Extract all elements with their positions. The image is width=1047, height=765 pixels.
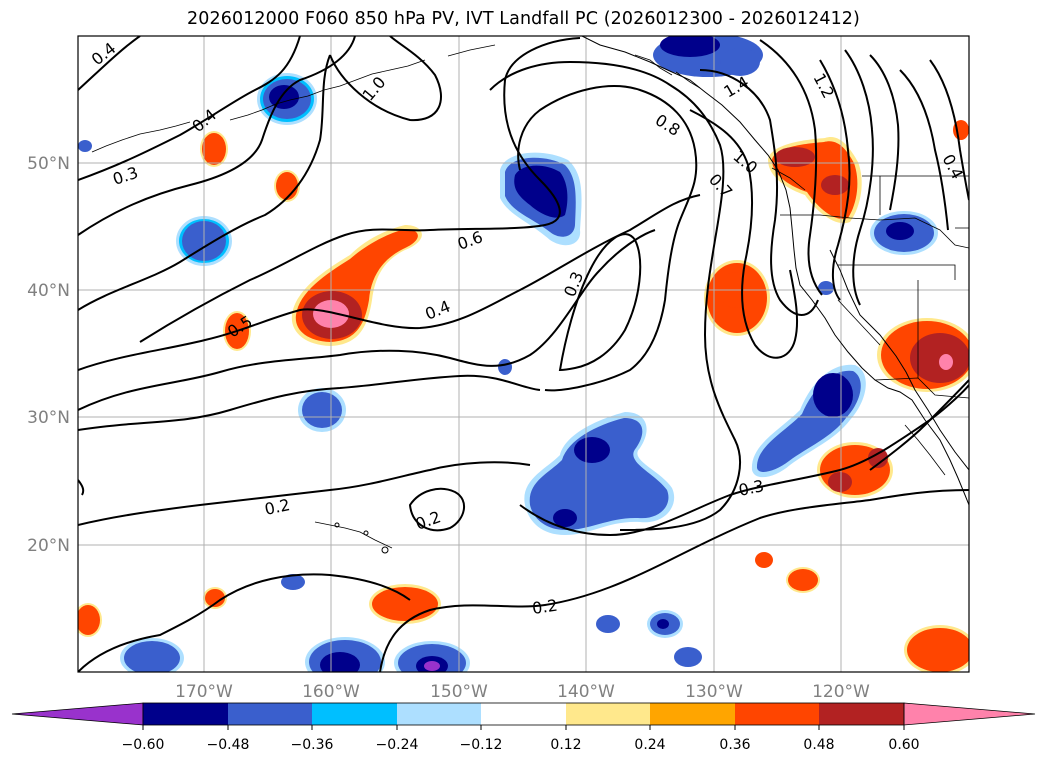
colorbar-tick-label: −0.12 [460,737,503,753]
map-frame [77,35,970,673]
colorbar-segment [312,703,397,725]
lat-tick-label: 50°N [27,154,70,174]
negative-anomaly-blob [281,574,305,590]
negative-anomaly-blob [674,647,702,667]
lat-tick-label: 20°N [27,536,70,556]
contour-label: 0.2 [531,596,559,618]
pv-contour-lines [78,36,969,672]
colorbar-segment [143,703,228,725]
colorbar: −0.60 −0.48 −0.36 −0.24 −0.12 0.12 0.24 … [11,702,1036,753]
lon-tick-label: 130°W [685,682,743,702]
lon-tick-label: 170°W [175,682,233,702]
colorbar-tick-label: −0.36 [291,737,334,753]
colorbar-tick-label: 0.36 [719,737,750,753]
colorbar-segment [397,703,481,725]
contour-label: 0.2 [263,495,292,519]
gridlines [78,36,969,672]
negative-anomaly-blob [818,281,834,295]
colorbar-segment [228,703,312,725]
colorbar-tick-label: 0.24 [634,737,665,753]
lon-tick-label: 140°W [557,682,615,702]
colorbar-segment [650,703,735,725]
colorbar-segment [481,703,566,725]
colorbar-extend-max [903,702,1036,726]
lon-tick-label: 150°W [430,682,488,702]
longitude-tick-labels: 170°W 160°W 150°W 140°W 130°W 120°W [175,682,870,702]
map-contents: 0.4 0.3 1.0 0.5 0.6 0.4 0.3 0.8 0.7 1.0 … [78,36,969,672]
colorbar-tick-label: −0.24 [376,737,419,753]
contour-label: 0.3 [737,476,766,500]
positive-anomaly-blob [755,552,773,568]
negative-anomaly-blob [498,359,512,375]
negative-anomaly-blob [596,615,620,633]
colorbar-tick-label: 0.12 [550,737,581,753]
colorbar-segment [735,703,819,725]
lat-tick-label: 40°N [27,281,70,301]
latitude-tick-labels: 50°N 40°N 30°N 20°N [27,154,70,556]
colorbar-extend-min [11,702,144,726]
lon-tick-label: 160°W [302,682,360,702]
colorbar-segment [819,703,904,725]
colorbar-tick-label: 0.60 [888,737,919,753]
colorbar-tick-label: −0.60 [122,737,165,753]
map-title: 2026012000 F060 850 hPa PV, IVT Landfall… [187,9,860,29]
colorbar-tick-label: −0.48 [207,737,250,753]
lat-tick-label: 30°N [27,408,70,428]
negative-anomaly-blob [78,140,92,152]
colorbar-tick-label: 0.48 [803,737,834,753]
lon-tick-label: 120°W [812,682,870,702]
colorbar-segment [566,703,650,725]
